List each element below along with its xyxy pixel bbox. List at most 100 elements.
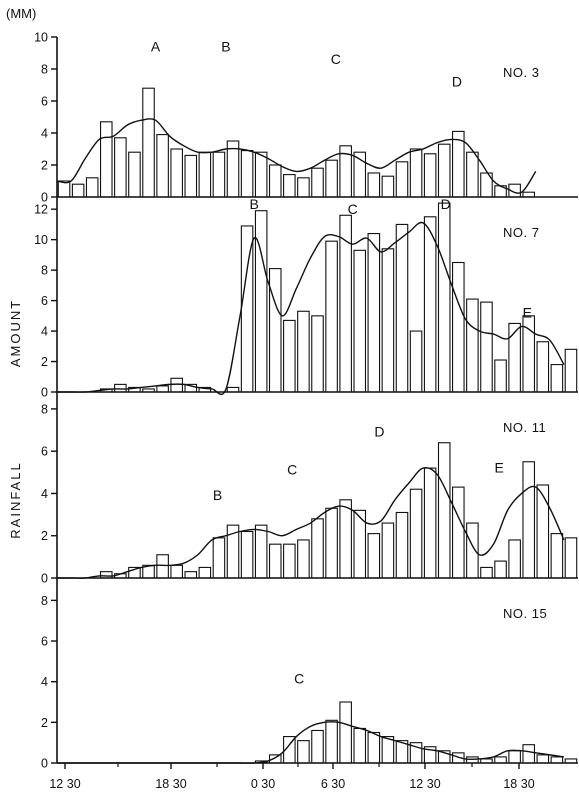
bar: [395, 511, 409, 579]
peak-label: D: [374, 423, 384, 439]
y-tick-label: 8: [41, 264, 48, 278]
y-axis-label-amount: AMOUNT: [8, 299, 23, 367]
bar: [268, 268, 282, 393]
y-tick-label: 6: [41, 445, 48, 459]
smoothed-curve: [56, 118, 537, 194]
y-tick-label: 10: [34, 31, 48, 45]
bar: [325, 719, 338, 764]
y-tick-label: 2: [41, 355, 48, 369]
bar: [240, 530, 254, 579]
panel-3: 0 2 4 6 8 NO. 11 B C D E: [41, 392, 578, 586]
bar: [550, 364, 564, 393]
peak-label: C: [287, 461, 297, 477]
bar: [550, 756, 564, 764]
bar: [536, 484, 550, 579]
bar: [466, 522, 479, 579]
y-tick-label: 4: [41, 675, 48, 689]
bar: [325, 240, 338, 393]
peak-label: B: [249, 196, 258, 212]
x-tick-label: 6 30: [321, 777, 345, 791]
station-label: NO. 15: [503, 606, 547, 621]
bar: [283, 543, 296, 579]
smoothed-curve: [57, 466, 565, 579]
smoothed-curve: [57, 221, 565, 396]
bar: [311, 518, 324, 579]
bar: [212, 151, 226, 198]
bar: [564, 537, 578, 579]
bar: [311, 167, 324, 198]
peak-label: A: [151, 38, 161, 54]
x-tick-label: 12 30: [409, 777, 440, 791]
bar: [268, 754, 282, 764]
x-tick-label: 12 30: [49, 777, 80, 791]
bar: [395, 161, 409, 198]
bar: [480, 566, 493, 579]
y-axis-label-rainfall: RAINFALL: [8, 461, 23, 538]
bar: [353, 249, 367, 393]
bar: [156, 385, 169, 393]
bar: [508, 750, 521, 764]
bar: [240, 150, 254, 198]
bar: [99, 121, 113, 198]
bar: [268, 543, 282, 579]
bar: [367, 233, 381, 393]
bar: [381, 248, 395, 393]
peak-label: D: [441, 196, 451, 212]
x-axis: 12 30 18 30 0 30 6 30 12 30 18 30: [49, 763, 535, 791]
peak-label: C: [294, 671, 304, 687]
y-tick-label: 0: [41, 191, 48, 205]
bar: [522, 461, 536, 579]
bar: [283, 319, 296, 393]
bar: [99, 571, 113, 579]
y-tick-label: 8: [41, 402, 48, 416]
bar: [409, 330, 423, 393]
bar: [339, 214, 352, 393]
chart-panels: 0 2 4 6 8 10 NO. 3 A B C D 0 2 4 6 8 10 12 NO. 7 B C D E 0 2 4 6 8 N…: [34, 31, 578, 771]
y-tick-label: 2: [41, 159, 48, 173]
bar: [156, 554, 169, 579]
y-tick-label: 6: [41, 635, 48, 649]
bar: [550, 533, 564, 579]
bar: [142, 87, 155, 198]
bar: [198, 566, 212, 579]
y-tick-label: 2: [41, 529, 48, 543]
bar: [198, 151, 212, 198]
bar: [297, 539, 310, 579]
peak-label: B: [221, 38, 230, 54]
bar: [480, 301, 493, 393]
bar: [367, 731, 381, 764]
bar: [409, 148, 423, 198]
y-tick-label: 8: [41, 594, 48, 608]
bar: [184, 571, 198, 579]
bar: [381, 736, 395, 764]
bar: [423, 467, 437, 579]
bar: [170, 148, 183, 198]
y-tick-label: 0: [41, 572, 48, 586]
panel-2: 0 2 4 6 8 10 12 NO. 7 B C D E: [34, 196, 578, 400]
bar: [423, 153, 437, 198]
smoothed-curve: [57, 721, 565, 764]
peak-label: C: [331, 51, 341, 67]
bar: [297, 177, 310, 198]
station-label: NO. 11: [503, 420, 546, 435]
bar: [522, 744, 536, 764]
bar: [254, 151, 268, 198]
bar: [437, 202, 451, 393]
bar: [339, 499, 352, 579]
bar: [128, 151, 141, 198]
y-tick-label: 4: [41, 127, 48, 141]
y-tick-label: 0: [41, 386, 48, 400]
bar: [156, 134, 169, 198]
bar: [114, 137, 127, 198]
bar: [325, 507, 338, 579]
panel-1: 0 2 4 6 8 10 NO. 3 A B C D: [34, 31, 578, 205]
bar: [564, 348, 578, 393]
bar: [494, 359, 507, 393]
peak-label: B: [213, 487, 222, 503]
bar: [339, 701, 352, 764]
bar: [325, 159, 338, 198]
peak-label: E: [494, 459, 503, 475]
bar: [452, 486, 465, 579]
bar: [494, 560, 507, 579]
